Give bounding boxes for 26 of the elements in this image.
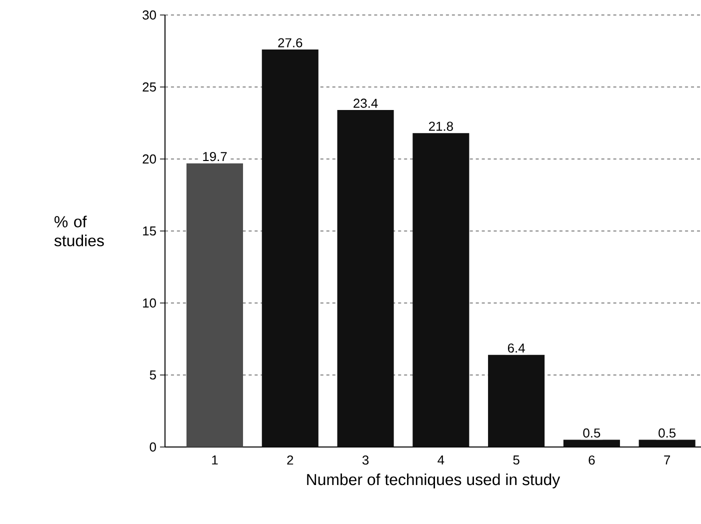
y-tick-label: 25 [142,82,156,92]
data-label: 0.5 [658,428,676,438]
y-tick-label: 15 [143,226,156,236]
y-tick-label: 20 [142,154,156,164]
data-label: 6.4 [508,343,525,353]
x-tick-label: 1 [212,456,218,464]
x-tick-label: 5 [513,456,520,465]
y-tick-label: 0 [150,442,156,452]
data-label: 21.8 [428,122,453,131]
x-tick-label: 4 [438,456,444,464]
y-tick-label: 10 [143,298,156,308]
x-tick-label: 7 [664,456,670,464]
bar [488,354,545,447]
bar [563,440,620,447]
bar [638,440,696,447]
x-axis-title: Number of techniques used in study [307,474,560,488]
data-label: 19.7 [203,152,227,162]
x-tick-label: 2 [287,456,294,465]
y-tick-label: 5 [150,370,156,380]
y-tick-label: 30 [142,10,156,20]
data-label: 23.4 [354,98,378,108]
x-tick-label: 3 [362,456,369,465]
y-axis-title: % of studies [54,216,104,246]
x-tick-label: 6 [588,456,595,465]
data-label: 0.5 [583,428,600,438]
data-label: 27.6 [278,38,302,48]
